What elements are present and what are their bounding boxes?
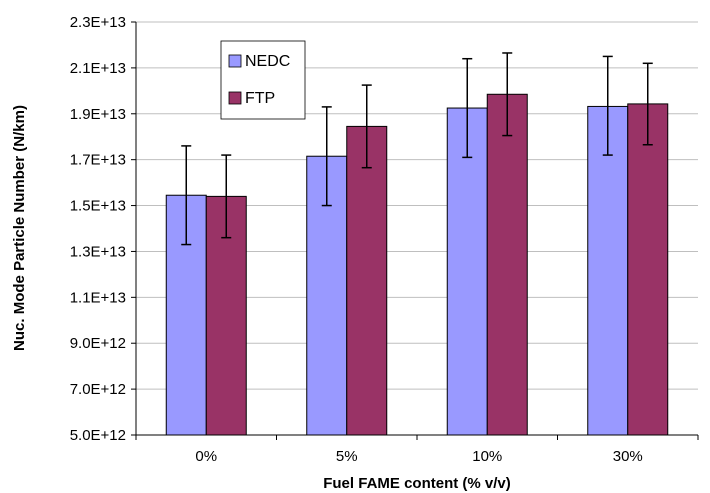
y-tick-label: 1.1E+13: [70, 289, 126, 306]
bar-ftp-1: [346, 125, 388, 436]
y-tick-label: 5.0E+12: [70, 427, 126, 444]
error-bars: [181, 52, 653, 246]
x-tick-label: 30%: [613, 448, 643, 465]
x-tick-label: 10%: [472, 448, 502, 465]
legend-swatch-nedc: [228, 54, 242, 68]
y-axis-title: Nuc. Mode Particle Number (N/km): [11, 105, 28, 351]
x-tick-label: 5%: [336, 448, 358, 465]
y-tick-label: 1.9E+13: [70, 106, 126, 123]
y-tick-label: 9.0E+12: [70, 335, 126, 352]
y-tick-label: 1.3E+13: [70, 243, 126, 260]
y-tick-label: 2.3E+13: [70, 14, 126, 31]
x-axis-title: Fuel FAME content (% v/v): [323, 475, 511, 492]
legend-label-ftp: FTP: [245, 90, 275, 107]
legend-swatch-ftp: [228, 91, 242, 105]
bar-ftp-2: [486, 93, 528, 436]
legend: NEDC FTP: [220, 40, 306, 120]
y-ticks: 5.0E+12 7.0E+12 9.0E+12 1.1E+13 1.3E+13 1.5E+…: [70, 14, 136, 444]
x-tick-label: 0%: [195, 448, 217, 465]
y-tick-label: 2.1E+13: [70, 60, 126, 77]
bar-ftp-3: [627, 103, 669, 436]
y-tick-label: 1.7E+13: [70, 152, 126, 169]
y-tick-label: 7.0E+12: [70, 381, 126, 398]
x-ticks: 0% 5% 10% 30%: [135, 435, 699, 465]
legend-label-nedc: NEDC: [245, 53, 290, 70]
y-tick-label: 1.5E+13: [70, 198, 126, 215]
legend-box: [220, 40, 306, 120]
bar-nedc-3: [587, 105, 629, 436]
